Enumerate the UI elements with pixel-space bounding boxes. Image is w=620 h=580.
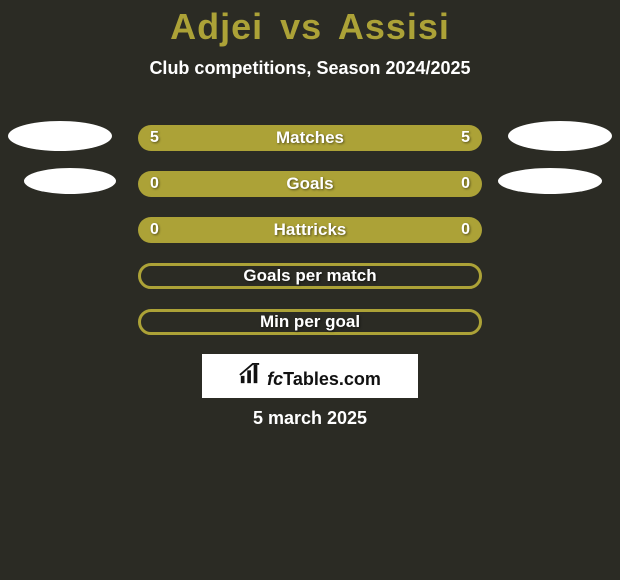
title-player2: Assisi — [338, 6, 450, 47]
stat-label: Matches — [138, 125, 482, 151]
stat-row: 5 Matches 5 — [0, 125, 620, 171]
title-player1: Adjei — [170, 6, 263, 47]
stat-row: Goals per match — [0, 263, 620, 309]
player2-marker-ellipse — [508, 121, 612, 151]
page-title: Adjei vs Assisi — [0, 0, 620, 48]
stat-right-value: 0 — [461, 217, 470, 243]
stat-label: Hattricks — [138, 217, 482, 243]
stat-rows: 5 Matches 5 0 Goals 0 0 Hattricks 0 Goal… — [0, 125, 620, 355]
subtitle: Club competitions, Season 2024/2025 — [0, 58, 620, 79]
stat-label: Goals — [138, 171, 482, 197]
logo-text-rest: Tables.com — [283, 369, 381, 389]
player1-marker-ellipse — [24, 168, 116, 194]
logo-inner: fcTables.com — [239, 363, 381, 390]
logo-text: fcTables.com — [267, 369, 381, 390]
stat-row: 0 Hattricks 0 — [0, 217, 620, 263]
stat-label: Min per goal — [138, 309, 482, 335]
stat-row: 0 Goals 0 — [0, 171, 620, 217]
bar-chart-icon — [239, 363, 261, 385]
stat-right-value: 0 — [461, 171, 470, 197]
comparison-infographic: Adjei vs Assisi Club competitions, Seaso… — [0, 0, 620, 580]
date-text: 5 march 2025 — [0, 408, 620, 429]
player2-marker-ellipse — [498, 168, 602, 194]
player1-marker-ellipse — [8, 121, 112, 151]
stat-right-value: 5 — [461, 125, 470, 151]
logo-text-prefix: fc — [267, 369, 283, 389]
stat-row: Min per goal — [0, 309, 620, 355]
source-logo: fcTables.com — [202, 354, 418, 398]
title-vs: vs — [280, 6, 322, 47]
stat-label: Goals per match — [138, 263, 482, 289]
